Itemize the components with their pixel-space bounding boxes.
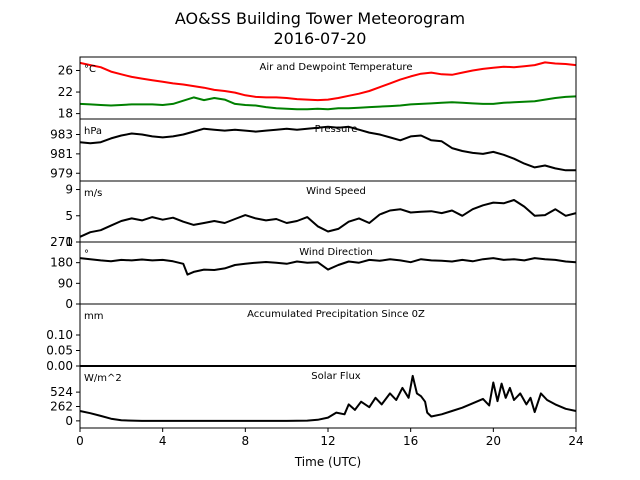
y-tick-label: 18	[58, 107, 73, 121]
panel-5: 0.000.05 0.10 Accumulated Precipitation Si…	[46, 303, 577, 373]
panel-unit-label: m/s	[84, 188, 102, 199]
panel-1: 18 22 26 Air and Dewpoint Temperature °C	[58, 56, 577, 121]
y-tick-label: 981	[50, 147, 73, 161]
panel-title: Pressure	[315, 124, 358, 135]
panel-2: 979 981 983 Pressure hPa	[50, 118, 577, 182]
x-tick-label: 16	[403, 434, 418, 448]
panel-3: 1 5 9 Wind Speed m/s	[65, 180, 577, 249]
y-tick-label: 5	[65, 209, 73, 223]
y-tick-label: 0.10	[46, 328, 73, 342]
panel-title: Wind Speed	[306, 186, 366, 197]
x-tick-label: 20	[486, 434, 501, 448]
y-tick-label: 9	[65, 183, 73, 197]
figure-subtitle: 2016-07-20	[274, 29, 367, 48]
y-tick-label: 270	[50, 235, 73, 249]
panel-title: Wind Direction	[299, 247, 373, 258]
panel-title: Accumulated Precipitation Since 0Z	[247, 309, 425, 320]
series-line-3-1	[79, 199, 577, 238]
y-tick-label: 90	[58, 276, 73, 290]
y-tick-label: 524	[50, 385, 73, 399]
x-axis-label: Time (UTC)	[294, 455, 361, 469]
y-tick-label: 983	[50, 128, 73, 142]
panel-4: 0 90 180 270 Wind Direction °	[50, 235, 577, 311]
panel-title: Air and Dewpoint Temperature	[260, 62, 413, 73]
y-tick-label: 979	[50, 166, 73, 180]
series-line-1-1	[79, 61, 577, 102]
y-tick-label: 22	[58, 85, 73, 99]
panel-unit-label: W/m^2	[84, 373, 122, 384]
figure-title: AO&SS Building Tower Meteorogram	[175, 9, 465, 28]
series-line-1-2	[79, 95, 577, 111]
panel-unit-label: °	[84, 249, 89, 260]
y-tick-label: 26	[58, 63, 73, 77]
y-tick-label: 0	[65, 297, 73, 311]
panel-unit-label: mm	[84, 311, 103, 322]
x-tick-label: 12	[320, 434, 335, 448]
series-line-2-1	[79, 125, 576, 172]
y-tick-label: 262	[50, 399, 73, 413]
panel-unit-label: °C	[84, 64, 96, 75]
y-tick-label: 0.05	[46, 344, 73, 358]
series-line-4-1	[79, 257, 577, 276]
series-line-6-1	[79, 374, 577, 422]
x-tick-label: 4	[159, 434, 167, 448]
y-tick-label: 180	[50, 256, 73, 270]
x-tick-label: 24	[568, 434, 583, 448]
panel-title: Solar Flux	[311, 371, 361, 382]
panel-unit-label: hPa	[84, 126, 102, 137]
y-tick-label: 0	[65, 414, 73, 428]
x-tick-label: 0	[76, 434, 84, 448]
x-tick-label: 8	[242, 434, 250, 448]
y-tick-label: 1	[65, 235, 73, 249]
y-tick-label: 0.00	[46, 359, 73, 373]
